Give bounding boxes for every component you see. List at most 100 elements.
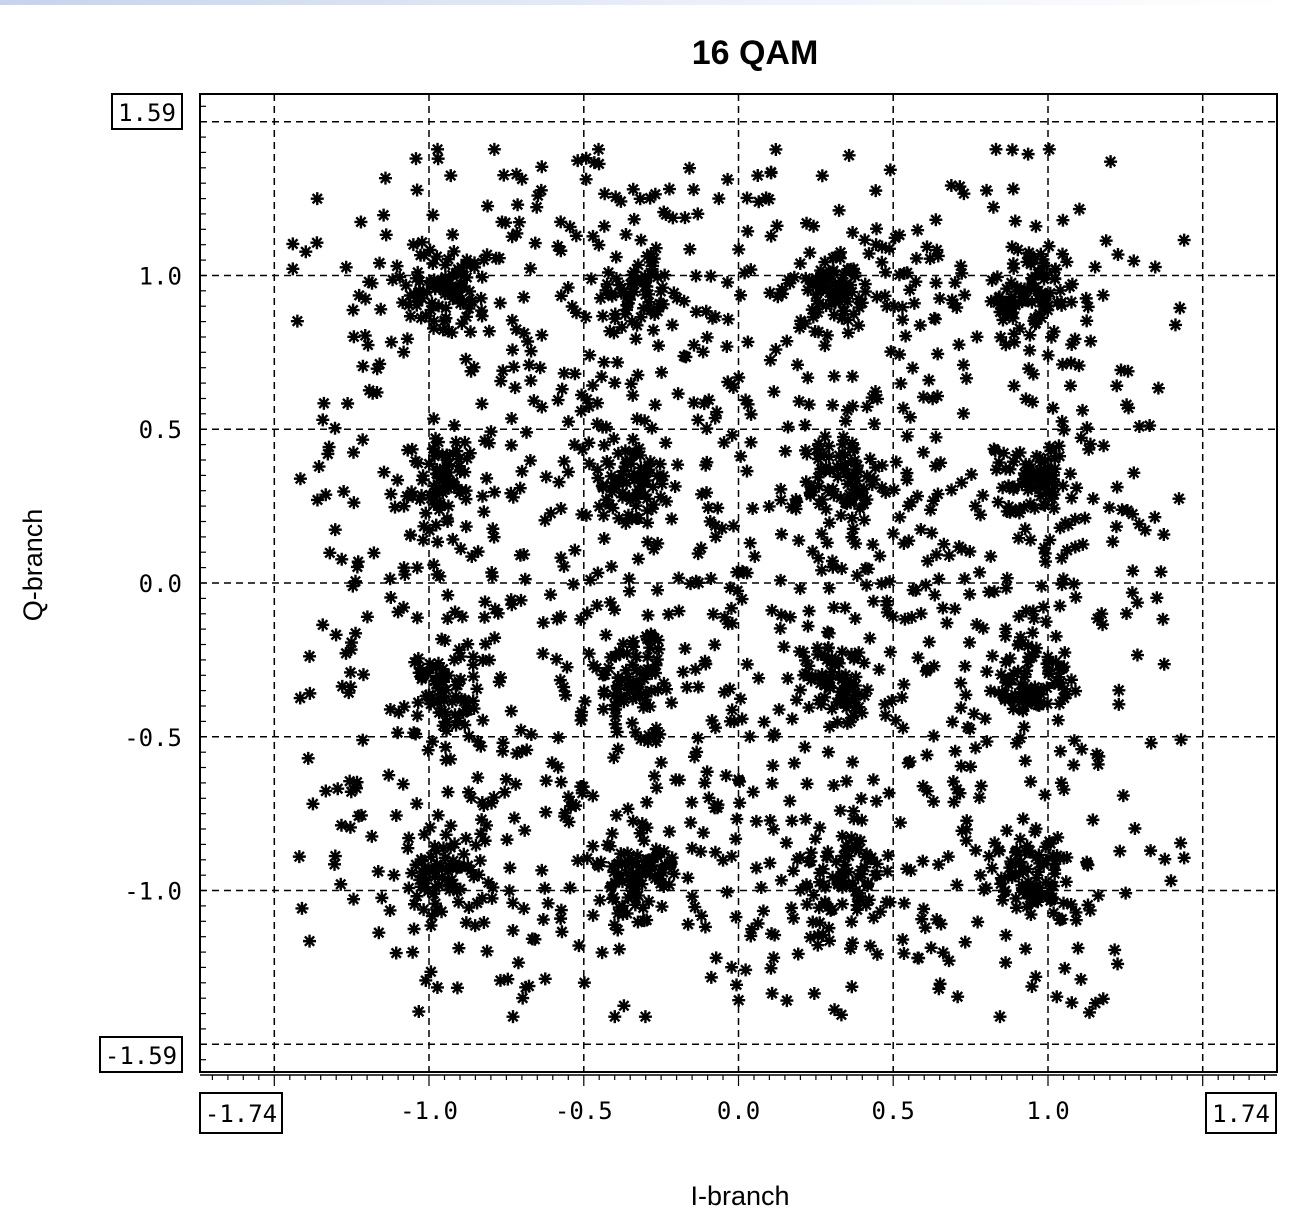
data-point (687, 183, 701, 197)
data-point (603, 324, 617, 338)
data-point (1148, 260, 1162, 274)
data-point (900, 266, 914, 280)
data-point (822, 450, 836, 464)
data-point (896, 401, 910, 415)
data-point (610, 725, 624, 739)
data-point (662, 182, 676, 196)
data-point (449, 689, 463, 703)
data-point (1021, 147, 1035, 161)
data-point (430, 660, 444, 674)
data-point (1026, 367, 1040, 381)
data-point (682, 161, 696, 175)
data-point (574, 780, 588, 794)
data-point (503, 861, 517, 875)
data-point (605, 289, 619, 303)
data-point (845, 285, 859, 299)
data-point (826, 482, 840, 496)
data-point (1030, 871, 1044, 885)
data-point (475, 270, 489, 284)
data-point (630, 487, 644, 501)
data-point (998, 629, 1012, 643)
data-point (665, 851, 679, 865)
data-point (1063, 467, 1077, 481)
data-point (1074, 431, 1088, 445)
data-point (681, 871, 695, 885)
data-point (563, 220, 577, 234)
data-point (1056, 357, 1070, 371)
data-point (780, 334, 794, 348)
data-point (1024, 775, 1038, 789)
data-point (415, 235, 429, 249)
data-point (601, 266, 615, 280)
data-point (831, 470, 845, 484)
data-point (620, 298, 634, 312)
data-point (729, 910, 743, 924)
data-point (790, 495, 804, 509)
data-point (469, 838, 483, 852)
data-point (802, 398, 816, 412)
data-point (741, 397, 755, 411)
data-point (794, 314, 808, 328)
data-point (608, 312, 622, 326)
data-points (286, 142, 1191, 1024)
data-point (956, 358, 970, 372)
data-point (785, 712, 799, 726)
data-point (574, 708, 588, 722)
data-point (470, 682, 484, 696)
data-point (638, 414, 652, 428)
data-point (337, 485, 351, 499)
data-point (955, 824, 969, 838)
data-point (1018, 670, 1032, 684)
data-point (1013, 322, 1027, 336)
data-point (602, 661, 616, 675)
data-point (827, 308, 841, 322)
data-point (744, 929, 758, 943)
data-point (1018, 754, 1032, 768)
data-point (383, 702, 397, 716)
data-point (637, 301, 651, 315)
data-point (695, 487, 709, 501)
data-point (649, 842, 663, 856)
data-point (596, 309, 610, 323)
data-point (627, 278, 641, 292)
y-tick-label: 0.0 (139, 570, 182, 598)
data-point (835, 829, 849, 843)
data-point (1113, 844, 1127, 858)
data-point (1059, 875, 1073, 889)
data-point (427, 412, 441, 426)
data-point (799, 812, 813, 826)
data-point (403, 528, 417, 542)
data-point (771, 290, 785, 304)
data-point (1083, 903, 1097, 917)
data-point (647, 542, 661, 556)
data-point (706, 607, 720, 621)
data-point (434, 274, 448, 288)
data-point (379, 228, 393, 242)
data-point (936, 601, 950, 615)
data-point (659, 682, 673, 696)
data-point (676, 665, 690, 679)
data-point (471, 545, 485, 559)
data-point (845, 980, 859, 994)
data-point (594, 855, 608, 869)
data-point (427, 314, 441, 328)
data-point (868, 461, 882, 475)
data-point (963, 722, 977, 736)
data-point (524, 374, 538, 388)
data-point (358, 329, 372, 343)
data-point (798, 418, 812, 432)
data-point (904, 864, 918, 878)
data-point (835, 562, 849, 576)
data-point (717, 685, 731, 699)
data-point (1047, 676, 1061, 690)
data-point (1042, 239, 1056, 253)
data-point (530, 200, 544, 214)
data-point (390, 259, 404, 273)
data-point (732, 993, 746, 1007)
data-point (591, 566, 605, 580)
data-point (934, 917, 948, 931)
data-point (611, 906, 625, 920)
data-point (838, 496, 852, 510)
data-point (484, 425, 498, 439)
data-point (1010, 901, 1024, 915)
